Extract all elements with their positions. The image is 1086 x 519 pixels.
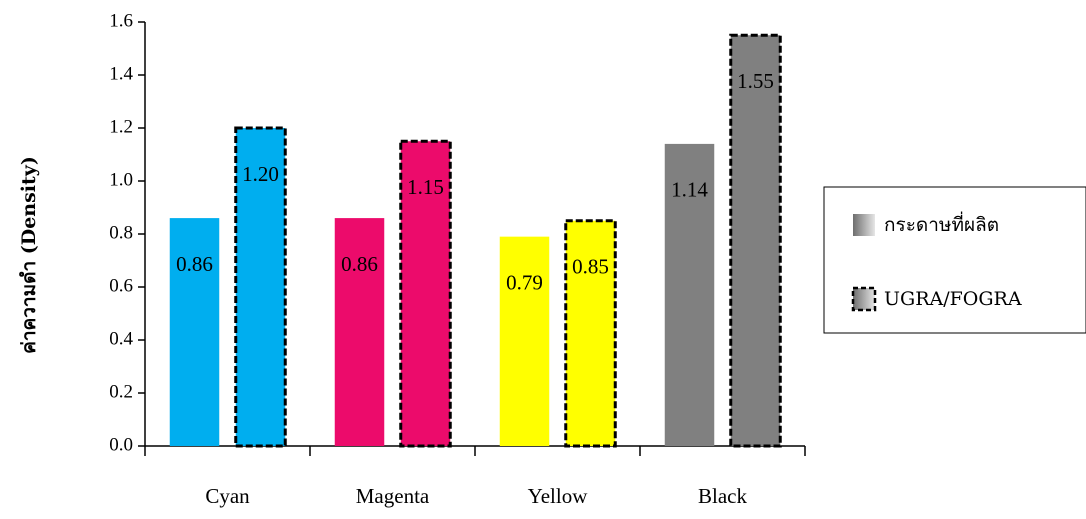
data-label: 0.86 [341, 252, 378, 276]
y-axis-title: ค่าความดำ (Density) [18, 156, 40, 354]
y-tick-label: 1.2 [109, 116, 133, 137]
x-category-label: Cyan [205, 484, 250, 508]
data-label: 1.14 [671, 178, 708, 202]
y-tick-label: 0.2 [109, 381, 133, 402]
y-tick-label: 1.0 [109, 169, 133, 190]
legend-swatch-ugra-fogra [851, 286, 877, 312]
data-label: 0.86 [176, 252, 213, 276]
bar-magenta-produced [334, 218, 385, 446]
data-label: 1.20 [242, 162, 279, 186]
bar-yellow-ugra-fogra [564, 219, 617, 448]
legend: กระดาษที่ผลิต UGRA/FOGRA [823, 186, 1086, 334]
bar-cyan-produced [169, 218, 220, 446]
bar-yellow-produced [499, 236, 550, 446]
y-tick-label: 0.8 [109, 222, 133, 243]
bar-black-produced [664, 143, 715, 446]
data-label: 0.85 [572, 255, 609, 279]
bar-magenta-ugra-fogra [399, 139, 452, 448]
y-tick-label: 1.6 [109, 10, 133, 31]
legend-label-ugra-fogra: UGRA/FOGRA [884, 288, 1022, 310]
x-category-label: Magenta [356, 484, 430, 508]
legend-swatch-produced-paper [853, 214, 875, 236]
y-tick-label: 0.4 [109, 328, 133, 349]
x-category-label: Black [698, 484, 747, 508]
y-tick-label: 0.0 [109, 434, 133, 455]
y-tick-label: 1.4 [109, 63, 133, 84]
data-label: 0.79 [506, 270, 543, 294]
bar-cyan-ugra-fogra [234, 126, 287, 448]
legend-label-produced-paper: กระดาษที่ผลิต [884, 211, 999, 236]
y-tick-label: 0.6 [109, 275, 133, 296]
data-labels: 0.86 1.20 0.86 1.15 0.79 0.85 1.14 1.55 [176, 69, 774, 294]
data-label: 1.55 [737, 69, 774, 93]
x-category-label: Yellow [528, 484, 589, 508]
x-axis: Cyan Magenta Yellow Black [144, 445, 806, 508]
data-label: 1.15 [407, 175, 444, 199]
bar-black-ugra-fogra [729, 33, 782, 448]
bars [169, 33, 782, 448]
legend-frame [823, 186, 1086, 334]
y-axis: 0.0 0.2 0.4 0.6 0.8 1.0 1.2 1.4 1.6 [109, 10, 146, 455]
